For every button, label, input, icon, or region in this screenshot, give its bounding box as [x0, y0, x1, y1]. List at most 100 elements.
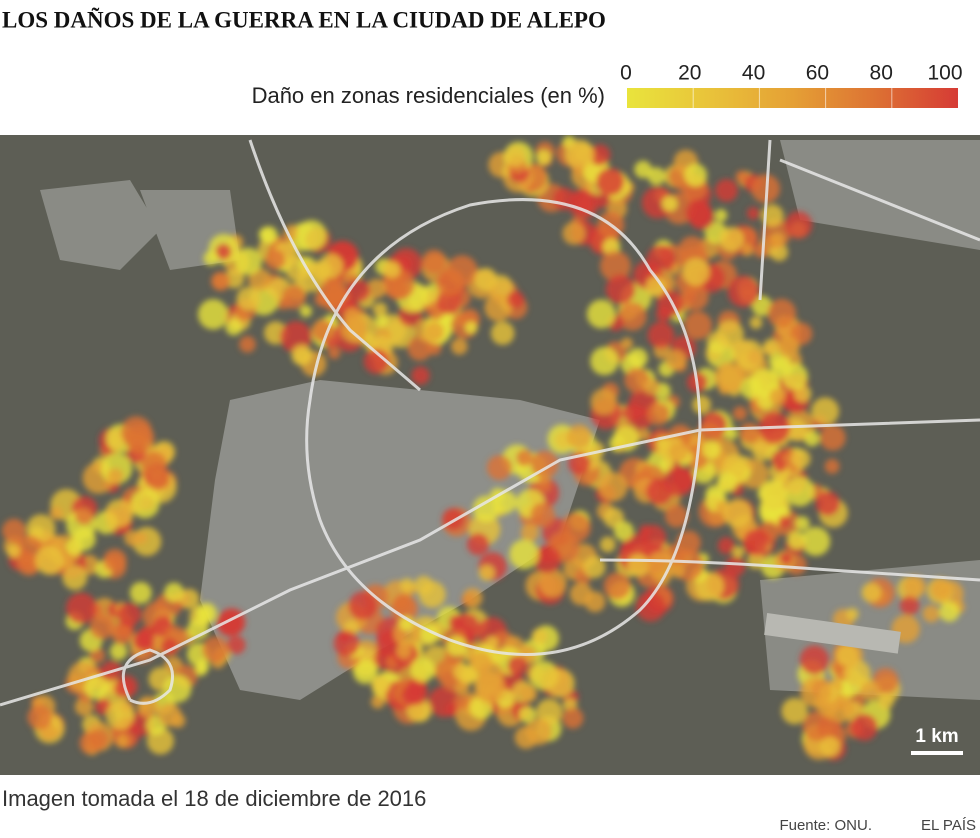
damage-blob: [800, 676, 832, 708]
damage-blob: [75, 506, 94, 525]
damage-blob: [844, 660, 871, 687]
damage-blob: [545, 668, 575, 698]
damage-blob: [299, 305, 313, 318]
damage-blob: [734, 339, 764, 370]
damage-blob: [27, 704, 53, 730]
legend-label: Daño en zonas residenciales (en %): [252, 83, 605, 108]
damage-blob: [819, 736, 841, 758]
damage-blob: [562, 221, 586, 245]
damage-blob: [715, 320, 744, 349]
damage-blob: [509, 539, 540, 570]
damage-blob: [735, 170, 748, 183]
damage-blob: [62, 565, 88, 591]
damage-blob: [478, 565, 495, 581]
damage-blob: [903, 575, 926, 598]
legend-tick-label: 100: [927, 62, 962, 85]
damage-blob: [717, 537, 735, 555]
damage-blob: [520, 523, 539, 542]
damage-blob: [179, 588, 200, 610]
damage-blob: [366, 278, 387, 299]
damage-blob: [645, 276, 666, 297]
damage-blob: [130, 489, 160, 519]
damage-blob: [759, 479, 787, 508]
damage-blob: [211, 271, 231, 291]
damage-blob: [739, 422, 760, 444]
damage-blob: [464, 321, 478, 334]
damage-blob: [804, 430, 820, 447]
damage-blob: [421, 249, 446, 274]
damage-blob: [198, 607, 212, 621]
damage-blob: [333, 630, 360, 657]
damage-blob: [504, 145, 527, 167]
damage-blob: [462, 588, 483, 608]
brand: EL PAÍS: [921, 817, 976, 834]
damage-blob: [486, 455, 512, 481]
damage-blob: [105, 700, 135, 730]
map: [0, 135, 980, 775]
title: LOS DAÑOS DE LA GUERRA EN LA CIUDAD DE A…: [2, 7, 606, 32]
damage-blob: [824, 458, 840, 474]
damage-blob: [120, 416, 152, 448]
damage-blob: [682, 258, 710, 286]
damage-blob: [746, 207, 760, 220]
damage-blob: [194, 663, 207, 677]
legend-tick-label: 20: [678, 62, 701, 85]
damage-blob: [763, 338, 780, 355]
damage-blob: [683, 311, 713, 340]
damage-blob: [663, 466, 694, 497]
damage-blob: [780, 552, 793, 565]
damage-blob: [89, 614, 115, 640]
damage-blob: [811, 397, 840, 426]
damage-blob: [732, 545, 745, 559]
damage-blob: [819, 424, 846, 451]
damage-blob: [718, 226, 744, 252]
damage-blob: [535, 477, 552, 494]
damage-blob: [596, 167, 625, 196]
damage-blob: [435, 268, 465, 297]
damage-blob: [507, 655, 528, 676]
damage-blob: [141, 451, 167, 478]
damage-blob: [613, 521, 634, 542]
damage-blob: [781, 697, 808, 725]
damage-blob: [484, 293, 512, 322]
damage-blob: [264, 249, 286, 270]
damage-blob: [170, 713, 186, 729]
damage-blob: [111, 624, 133, 645]
damage-blob: [939, 601, 960, 622]
damage-blob: [115, 734, 129, 748]
damage-blob: [520, 685, 538, 703]
damage-blob: [109, 642, 128, 661]
damage-blob: [451, 338, 468, 355]
damage-blob: [846, 607, 859, 621]
damage-blob: [778, 515, 791, 528]
damage-blob: [411, 366, 430, 385]
damage-blob: [103, 548, 127, 573]
damage-blob: [533, 545, 562, 574]
damage-blob: [397, 255, 413, 272]
damage-blob: [2, 518, 26, 543]
damage-blob: [203, 250, 219, 266]
damage-blob: [562, 707, 584, 729]
damage-blob: [598, 472, 628, 502]
color-bar: [627, 88, 958, 108]
damage-blob: [787, 530, 807, 550]
damage-blob: [396, 643, 412, 659]
damage-blob: [218, 608, 246, 636]
damage-blob: [723, 498, 753, 528]
scale-line: [911, 751, 963, 755]
damage-blob: [400, 578, 414, 593]
damage-blob: [535, 149, 552, 166]
damage-blob: [801, 526, 831, 556]
damage-blob: [605, 274, 636, 305]
damage-blob: [26, 514, 56, 544]
damage-blob: [784, 418, 807, 442]
legend: 0 20 40 60 80 100: [620, 62, 963, 108]
damage-overlay: [2, 135, 965, 761]
damage-blob: [670, 562, 686, 578]
scale-bar: 1 km: [911, 726, 963, 755]
damage-blob: [477, 661, 504, 688]
damage-blob: [514, 726, 538, 749]
damage-blob: [328, 346, 341, 360]
damage-blob: [383, 260, 401, 279]
damage-blob: [568, 188, 599, 219]
